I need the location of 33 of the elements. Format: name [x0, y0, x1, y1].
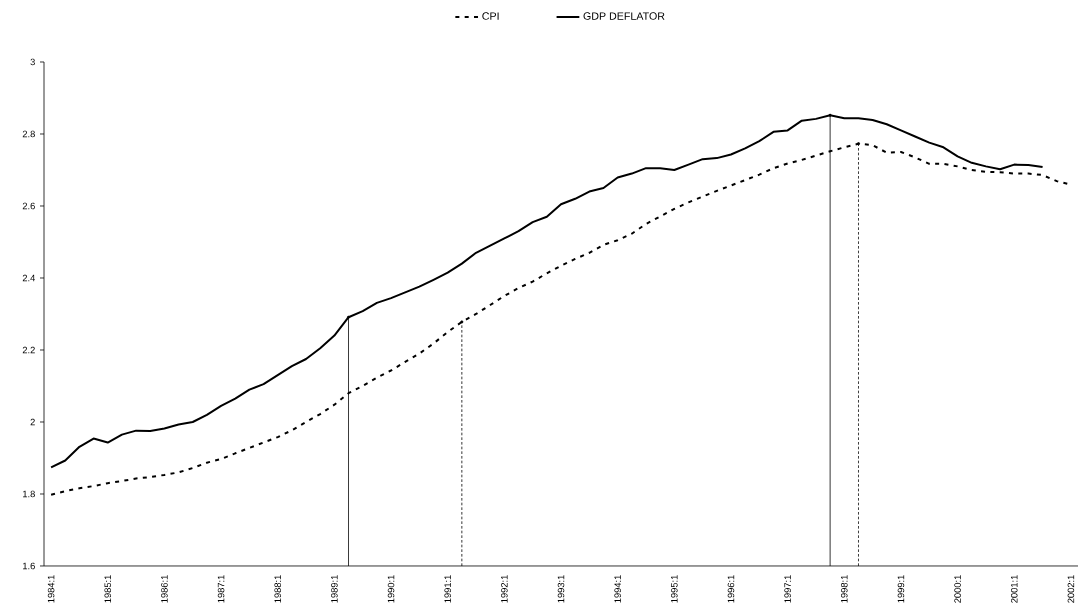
x-tick-label: 1988:1 [274, 575, 282, 603]
point [347, 315, 351, 319]
y-tick-label: 1.8 [23, 490, 35, 498]
x-tick-label: 1984:1 [47, 575, 55, 603]
x-tick-label: 2002:1 [1067, 575, 1075, 603]
x-tick-label: 1992:1 [501, 575, 508, 603]
legend-label: CPI [482, 12, 499, 20]
y-tick-label: 2.4 [22, 274, 36, 282]
point [460, 320, 464, 324]
x-tick-label: 1986:1 [161, 575, 168, 603]
x-tick-label: 1989:1 [331, 575, 338, 603]
x-tick-label: 2000:1 [954, 575, 961, 603]
x-tick-label: 1997:1 [784, 575, 791, 603]
y-tick-label: 2.8 [22, 130, 35, 138]
y-tick-label: 2.6 [22, 202, 35, 210]
x-tick-label: 2001:1 [1010, 575, 1018, 603]
legend-label: GDP DEFLATOR [583, 12, 665, 20]
x-tick-label: 1990:1 [387, 575, 395, 603]
y-tick-label: 1.6 [23, 562, 35, 570]
x-tick-label: 1998:1 [840, 575, 848, 603]
x-tick-label: 1996:1 [727, 575, 735, 603]
x-tick-label: 1991:1 [444, 575, 451, 603]
y-tick-label: 2.2 [22, 346, 35, 354]
x-tick-label: 1999:1 [897, 575, 905, 603]
x-tick-label: 1994:1 [614, 575, 621, 603]
x-tick-label: 1987:1 [217, 575, 225, 603]
x-tick-label: 1985:1 [104, 575, 112, 603]
point [856, 142, 860, 146]
x-tick-label: 1995:1 [671, 575, 678, 603]
y-tick-label: 3 [30, 58, 35, 66]
x-tick-label: 1993:1 [557, 575, 565, 603]
y-tick-label: 2 [30, 418, 35, 426]
point [828, 113, 832, 117]
